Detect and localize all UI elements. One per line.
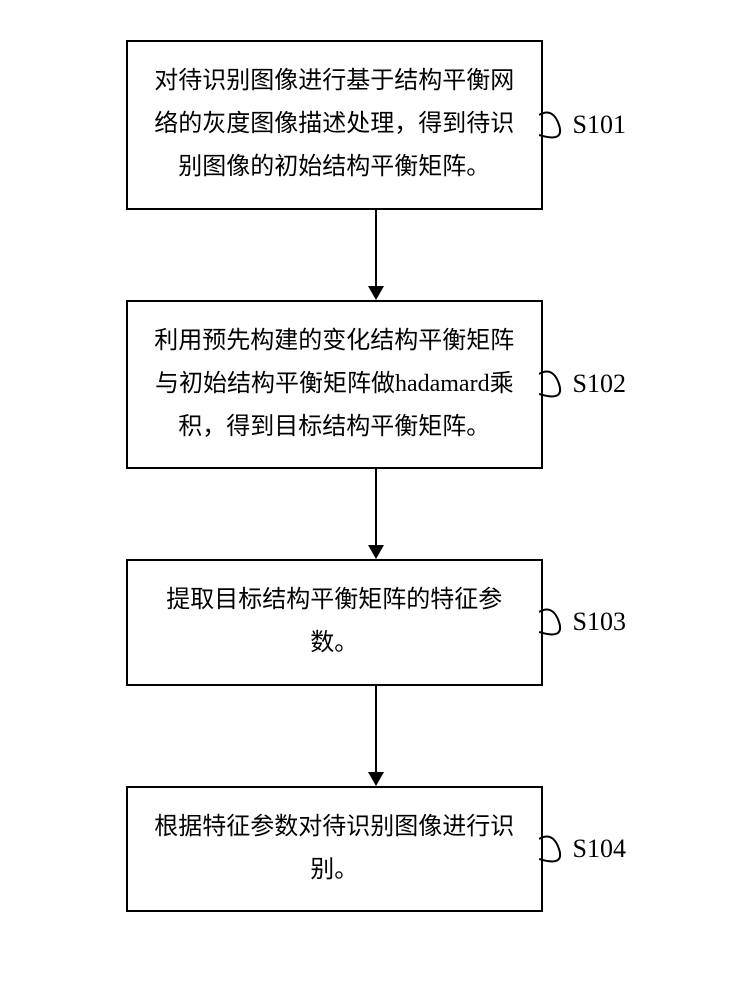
flowchart-container: 对待识别图像进行基于结构平衡网络的灰度图像描述处理，得到待识别图像的初始结构平衡… <box>60 40 692 912</box>
step-3-connector: S103 <box>539 602 626 642</box>
step-3-label: S103 <box>573 607 626 637</box>
step-3-box: 提取目标结构平衡矩阵的特征参数。 <box>126 559 543 685</box>
arrow-2 <box>368 469 384 559</box>
curve-icon <box>539 105 567 145</box>
step-2-box: 利用预先构建的变化结构平衡矩阵与初始结构平衡矩阵做hadamard乘积，得到目标… <box>126 300 543 470</box>
step-1-label: S101 <box>573 110 626 140</box>
step-4-box: 根据特征参数对待识别图像进行识别。 <box>126 786 543 912</box>
step-2-wrapper: 利用预先构建的变化结构平衡矩阵与初始结构平衡矩阵做hadamard乘积，得到目标… <box>126 300 626 470</box>
arrow-2-line <box>375 469 377 545</box>
step-1-connector: S101 <box>539 105 626 145</box>
arrow-1-line <box>375 210 377 286</box>
step-4-connector: S104 <box>539 829 626 869</box>
step-2-connector: S102 <box>539 364 626 404</box>
arrow-head-icon <box>368 545 384 559</box>
arrow-head-icon <box>368 772 384 786</box>
arrow-head-icon <box>368 286 384 300</box>
step-4-label: S104 <box>573 834 626 864</box>
curve-icon <box>539 829 567 869</box>
step-1-wrapper: 对待识别图像进行基于结构平衡网络的灰度图像描述处理，得到待识别图像的初始结构平衡… <box>126 40 626 210</box>
step-3-wrapper: 提取目标结构平衡矩阵的特征参数。 S103 <box>126 559 626 685</box>
arrow-3 <box>368 686 384 786</box>
step-2-label: S102 <box>573 369 626 399</box>
arrow-3-line <box>375 686 377 772</box>
step-1-box: 对待识别图像进行基于结构平衡网络的灰度图像描述处理，得到待识别图像的初始结构平衡… <box>126 40 543 210</box>
curve-icon <box>539 602 567 642</box>
step-4-wrapper: 根据特征参数对待识别图像进行识别。 S104 <box>126 786 626 912</box>
arrow-1 <box>368 210 384 300</box>
flowchart-column: 对待识别图像进行基于结构平衡网络的灰度图像描述处理，得到待识别图像的初始结构平衡… <box>126 40 626 912</box>
curve-icon <box>539 364 567 404</box>
